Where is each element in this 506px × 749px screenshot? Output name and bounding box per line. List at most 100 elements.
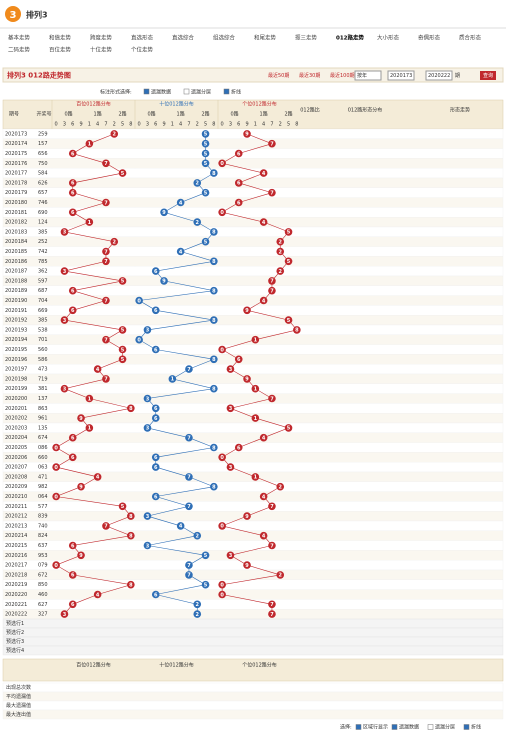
digit-ball-text: 7	[270, 543, 274, 549]
digit-ball-text: 0	[220, 455, 224, 461]
digit-ball-text: 5	[121, 171, 125, 177]
digit-ball	[176, 247, 185, 256]
digit-ball	[243, 306, 251, 315]
query-button[interactable]	[480, 71, 496, 80]
checkbox[interactable]	[355, 724, 362, 730]
digit-ball-text: 3	[146, 514, 150, 520]
digit-ball	[85, 394, 94, 403]
number: 953	[38, 553, 48, 559]
digit-ball	[93, 473, 102, 481]
digit-ball-text: 4	[96, 475, 100, 481]
nav-item[interactable]: 百位走势	[49, 46, 72, 54]
stat-label: 最大遗漏值	[6, 702, 31, 709]
digit-header: 2	[279, 122, 282, 128]
period-link[interactable]: 最近100期	[330, 72, 355, 79]
nav-item[interactable]: 大小形态	[377, 34, 400, 42]
digit-header: 7	[104, 122, 107, 128]
checkbox[interactable]	[427, 724, 434, 730]
number: 124	[38, 220, 48, 226]
digit-header: 8	[129, 122, 132, 128]
digit-ball	[226, 404, 235, 413]
digit-ball	[52, 561, 60, 569]
row-bg	[2, 324, 504, 335]
foot-section-title: 百位012路分布	[76, 662, 111, 669]
trend-line	[221, 133, 298, 615]
digit-ball	[193, 179, 202, 187]
nav-item[interactable]: 奇偶形态	[418, 34, 441, 42]
nav-item[interactable]: 个位走势	[131, 46, 154, 54]
checkbox[interactable]	[463, 724, 470, 730]
period-link[interactable]: 最近30期	[299, 72, 320, 79]
nav-item[interactable]: 基本走势	[8, 34, 31, 42]
row-bg	[2, 560, 504, 571]
number: 137	[38, 396, 48, 402]
digit-ball-text: 5	[287, 318, 291, 324]
nav-item[interactable]: 组选综合	[213, 34, 236, 42]
foot-section-title: 个位012路分布	[242, 662, 277, 669]
digit-ball-text: 0	[137, 338, 141, 344]
preselect-label: 预选行2	[6, 629, 24, 636]
digit-ball-text: 5	[204, 142, 208, 148]
nav-item[interactable]: 和值走势	[49, 34, 72, 42]
nav-item[interactable]: 012路走势	[336, 34, 364, 42]
digit-ball	[185, 561, 193, 569]
digit-ball	[85, 139, 94, 148]
digit-ball-text: 3	[229, 553, 233, 559]
digit-ball-text: 0	[54, 445, 58, 451]
digit-ball	[127, 531, 135, 540]
section-title: 百位012路分布	[76, 101, 111, 108]
digit-ball	[118, 355, 127, 364]
digit-ball-text: 3	[146, 543, 150, 549]
nav-item[interactable]: 质合形态	[459, 34, 482, 42]
digit-ball-text: 5	[121, 279, 125, 285]
nav-item[interactable]: 直选形态	[131, 34, 154, 42]
nav-item[interactable]: 振三走势	[295, 34, 318, 42]
nav-item[interactable]: 十位走势	[90, 46, 113, 54]
digit-ball	[135, 335, 143, 344]
digit-ball-text: 8	[129, 406, 133, 412]
digit-header: 5	[204, 122, 207, 128]
digit-ball-text: 6	[71, 573, 75, 579]
digit-ball	[276, 247, 285, 256]
to-input[interactable]	[425, 70, 453, 81]
from-input[interactable]	[387, 70, 415, 81]
digit-ball	[193, 610, 202, 618]
digit-ball-text: 9	[245, 132, 249, 138]
row-bg	[2, 511, 504, 522]
digit-ball-text: 8	[212, 259, 216, 265]
period-link[interactable]: 最近50期	[268, 72, 289, 79]
checkbox[interactable]	[391, 724, 398, 730]
logo-text: 3	[10, 10, 17, 21]
toolbar-option: 遗漏分层	[191, 89, 211, 96]
issue: 2020209	[5, 484, 27, 490]
issue: 2020189	[5, 288, 27, 294]
checkbox[interactable]	[223, 88, 230, 95]
row-bg	[2, 589, 504, 600]
digit-ball	[268, 610, 276, 618]
digit-ball	[143, 424, 152, 432]
issue: 2020206	[5, 455, 27, 461]
checkbox[interactable]	[183, 88, 190, 95]
nav-item[interactable]: 和尾走势	[254, 34, 277, 42]
checkbox[interactable]	[143, 88, 150, 95]
number: 385	[38, 318, 48, 324]
digit-ball	[218, 590, 226, 599]
digit-ball	[293, 326, 301, 334]
digit-ball	[102, 296, 110, 305]
digit-header: 9	[162, 122, 165, 128]
digit-ball	[68, 433, 77, 442]
digit-ball	[284, 257, 293, 266]
nav-item[interactable]: 二码走势	[8, 46, 31, 54]
row-bg	[2, 364, 504, 375]
year-select[interactable]	[354, 70, 382, 81]
row-bg	[2, 354, 504, 365]
digit-ball-text: 5	[121, 347, 125, 353]
digit-header: 6	[71, 122, 74, 128]
footer-option: 折线	[471, 724, 481, 731]
nav-item[interactable]: 直选综合	[172, 34, 195, 42]
row-bg	[2, 168, 504, 179]
digit-ball-text: 2	[196, 220, 200, 226]
to-text: 2020222	[428, 73, 450, 79]
row-bg	[2, 226, 504, 237]
nav-item[interactable]: 跨度走势	[90, 34, 113, 42]
